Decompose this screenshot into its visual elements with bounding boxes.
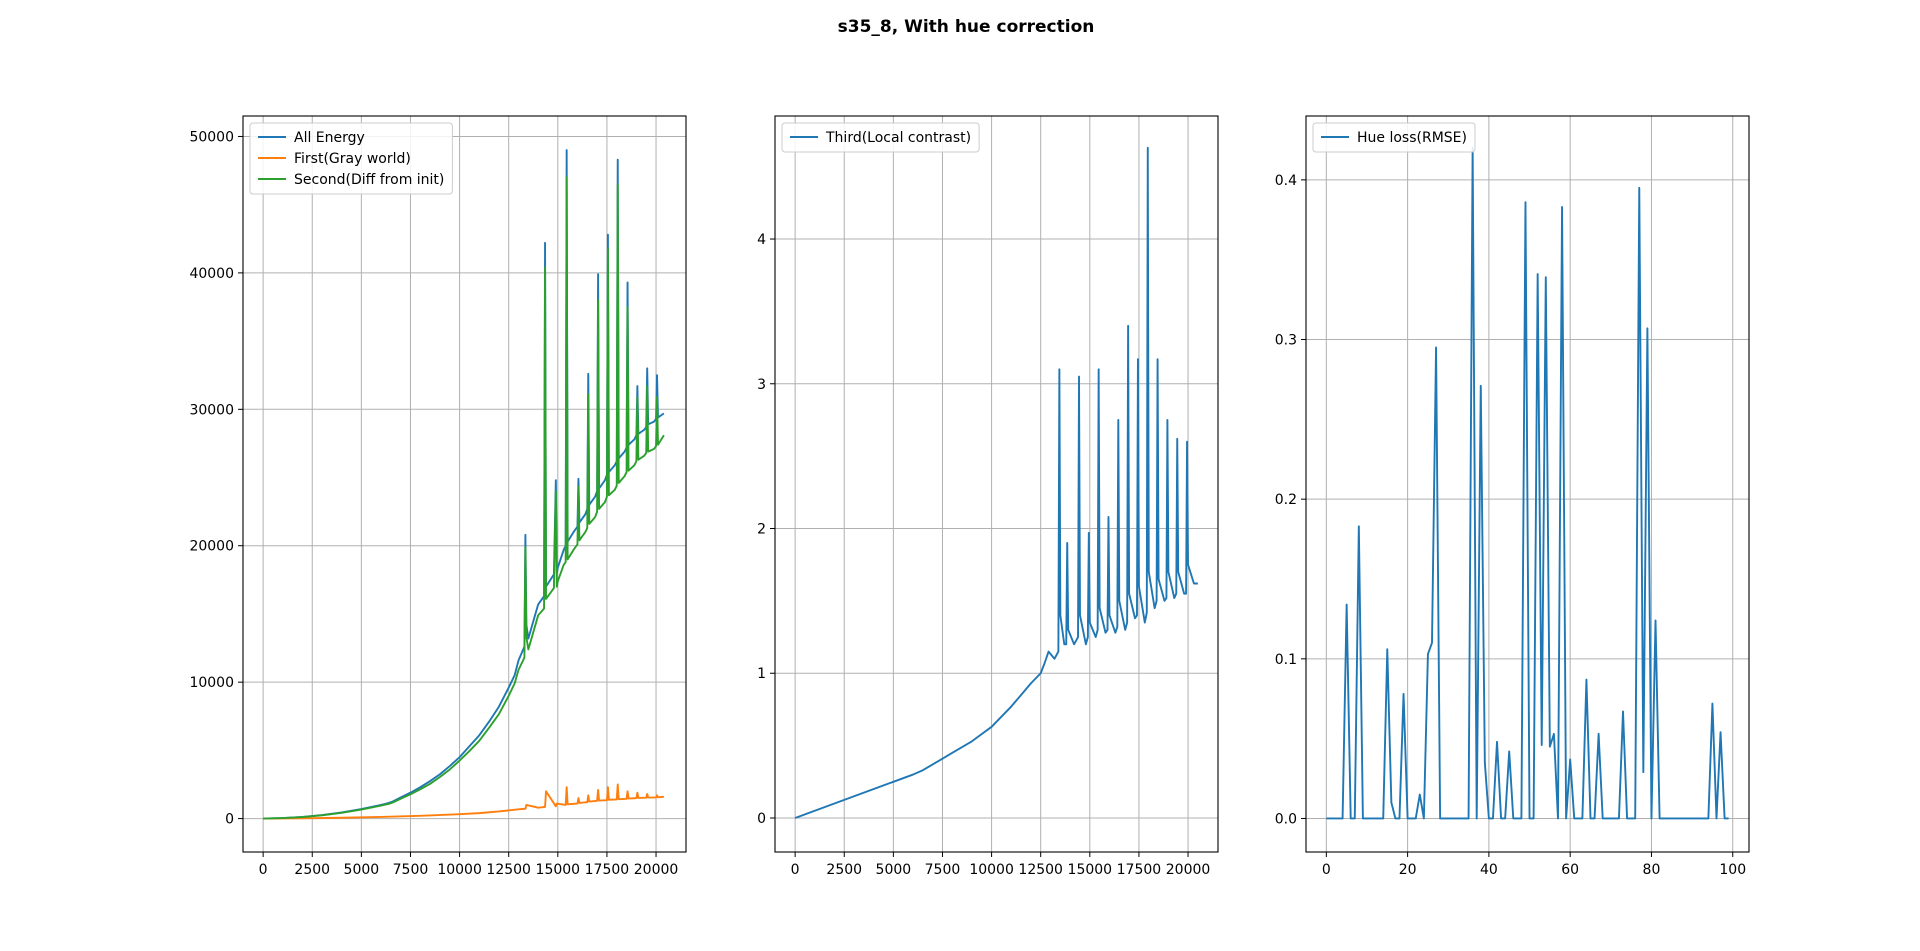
x-tick-label: 2500 [826, 862, 862, 878]
y-tick-label: 0.3 [1275, 333, 1297, 349]
x-tick-label: 5000 [344, 862, 380, 878]
legend: Third(Local contrast) [781, 122, 980, 153]
legend-label: All Energy [294, 130, 365, 146]
legend: All Energy First(Gray world) Second(Diff f… [249, 122, 453, 195]
y-tick-label: 0 [757, 811, 766, 827]
axes-frame [242, 115, 687, 853]
x-tick-label: 17500 [585, 862, 630, 878]
x-tick-label: 12500 [486, 862, 531, 878]
series-line-first-gray-world [263, 783, 664, 820]
x-tick-label: 0 [1322, 862, 1331, 878]
x-tick-label: 7500 [393, 862, 429, 878]
series-line-second-diff-from-init [263, 176, 665, 820]
x-tick-label: 2500 [294, 862, 330, 878]
legend-label: First(Gray world) [294, 151, 411, 167]
x-tick-label: 7500 [925, 862, 961, 878]
x-tick-label: 0 [791, 862, 800, 878]
y-tick-label: 0.4 [1275, 173, 1297, 189]
x-tick-label: 5000 [876, 862, 912, 878]
chart-panel-1: 0 2500 5000 7500 10000 12500 15000 17500 2000001… [189, 115, 687, 878]
y-tick-label: 20000 [189, 539, 234, 555]
x-tick-label: 80 [1643, 862, 1661, 878]
y-tick-label: 0.0 [1275, 811, 1297, 827]
x-tick-label: 40 [1480, 862, 1498, 878]
y-tick-label: 1 [757, 666, 766, 682]
y-tick-label: 0.1 [1275, 652, 1297, 668]
legend-label: Hue loss(RMSE) [1357, 130, 1467, 146]
y-tick-label: 3 [757, 377, 766, 393]
y-tick-label: 0 [225, 812, 234, 828]
y-tick-label: 40000 [189, 266, 234, 282]
x-tick-label: 12500 [1018, 862, 1063, 878]
axes-frame [1305, 115, 1750, 853]
legend-label: Third(Local contrast) [825, 130, 971, 146]
legend-box [1312, 122, 1476, 153]
x-tick-label: 20000 [1166, 862, 1211, 878]
x-tick-label: 20 [1399, 862, 1417, 878]
y-tick-label: 2 [757, 522, 766, 538]
x-tick-label: 15000 [536, 862, 581, 878]
chart-panel-2: 0 2500 5000 7500 10000 12500 15000 17500 20000 0 1… [757, 115, 1219, 878]
x-tick-label: 15000 [1068, 862, 1113, 878]
legend: Hue loss(RMSE) [1312, 122, 1476, 153]
x-tick-label: 100 [1719, 862, 1746, 878]
y-tick-label: 4 [757, 232, 766, 248]
legend-box [781, 122, 980, 153]
series-line-third-local-contrast [794, 146, 1198, 819]
series-line-all-energy [263, 149, 665, 820]
legend-box [249, 122, 453, 195]
x-tick-label: 0 [259, 862, 268, 878]
x-tick-label: 20000 [634, 862, 679, 878]
figure-title: s35_8, With hue correction [838, 17, 1095, 37]
x-tick-label: 10000 [969, 862, 1014, 878]
chart-panel-3: 0 20 40 60 80 100 0.0 0.1 0.2 0.3 0.4 Hue loss(RMSE… [1275, 115, 1750, 878]
x-tick-label: 60 [1561, 862, 1579, 878]
x-tick-label: 10000 [437, 862, 482, 878]
x-tick-label: 17500 [1117, 862, 1162, 878]
y-tick-label: 0.2 [1275, 492, 1297, 508]
legend-label: Second(Diff from init) [294, 172, 444, 188]
y-tick-label: 10000 [189, 675, 234, 691]
y-tick-label: 30000 [189, 402, 234, 418]
series-line-hue-loss-rmse [1326, 146, 1729, 820]
y-tick-label: 50000 [189, 129, 234, 145]
axes-frame [774, 115, 1219, 853]
